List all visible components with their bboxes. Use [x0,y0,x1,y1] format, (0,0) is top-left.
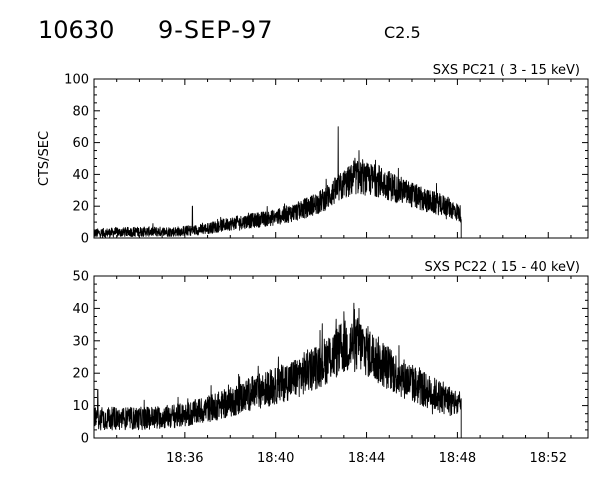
y-axis-label: CTS/SEC [37,131,52,186]
y-tick-label: 80 [72,104,89,119]
y-tick-label: 20 [72,200,89,215]
y-tick-label: 60 [72,136,89,151]
y-tick-label: 40 [72,168,89,183]
series-line-1 [93,126,462,239]
y-tick-label: 100 [64,73,89,88]
x-tick-label: 18:44 [348,451,385,466]
y-tick-label: 20 [72,367,89,382]
plot-frame-1 [93,78,589,239]
y-tick-label: 0 [81,232,89,247]
flare-class: C2.5 [384,23,421,42]
y-tick-label: 0 [81,432,89,447]
panel-title-2: SXS PC22 ( 15 - 40 keV) [424,260,580,275]
event-date: 9-SEP-97 [158,16,274,44]
x-tick-label: 18:52 [530,451,567,466]
y-tick-label: 30 [72,334,89,349]
panel-title-1: SXS PC21 ( 3 - 15 keV) [433,63,580,78]
y-tick-label: 40 [72,302,89,317]
y-tick-label: 50 [72,270,89,285]
series-line-2 [93,302,462,438]
x-tick-label: 18:36 [166,451,203,466]
x-tick-label: 18:48 [439,451,476,466]
y-tick-label: 10 [72,399,89,414]
x-tick-label: 18:40 [257,451,294,466]
event-id: 10630 [38,16,115,44]
